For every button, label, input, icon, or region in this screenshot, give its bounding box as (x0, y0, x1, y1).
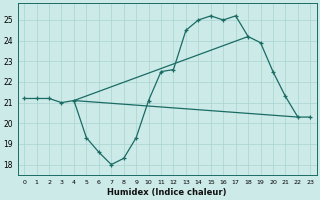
X-axis label: Humidex (Indice chaleur): Humidex (Indice chaleur) (108, 188, 227, 197)
